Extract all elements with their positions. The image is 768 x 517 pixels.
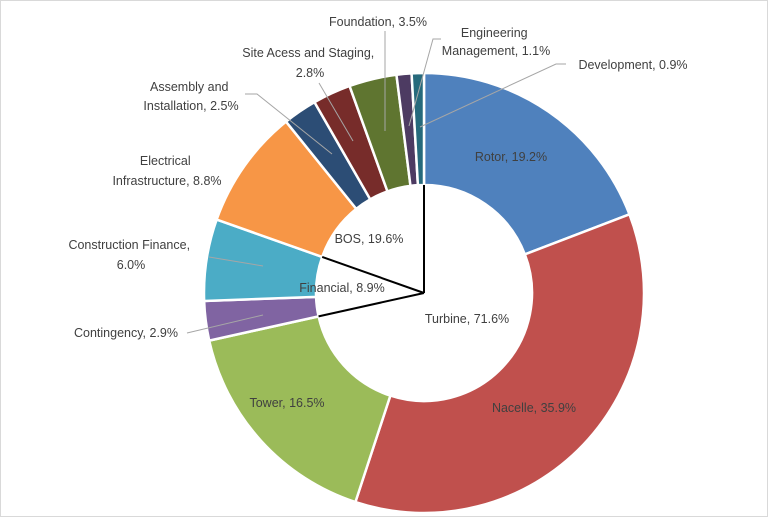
leader-line-engineering-management xyxy=(408,38,441,127)
leader-line-construction-finance xyxy=(208,256,264,267)
label-foundation: Foundation, 3.5% xyxy=(329,15,427,29)
label-development: Development, 0.9% xyxy=(578,58,687,72)
label-turbine: Turbine, 71.6% xyxy=(425,312,509,326)
label-contingency: Contingency, 2.9% xyxy=(74,326,178,340)
label-assembly-installation: Assembly and Installation, 2.5% xyxy=(143,80,238,113)
label-financial: Financial, 8.9% xyxy=(299,281,384,295)
label-bos: BOS, 19.6% xyxy=(335,232,404,246)
leader-line-assembly-installation xyxy=(245,93,333,155)
leader-line-site-access-staging xyxy=(318,82,354,142)
label-construction-finance: Construction Finance, 6.0% xyxy=(68,238,193,272)
slice-rotor xyxy=(422,71,632,257)
label-rotor: Rotor, 19.2% xyxy=(475,150,547,164)
group-divider-bos xyxy=(321,255,425,294)
slice-tower xyxy=(207,314,392,504)
leader-line-development xyxy=(419,63,566,128)
group-divider-financial xyxy=(318,292,425,318)
slice-nacelle xyxy=(353,212,646,515)
label-tower: Tower, 16.5% xyxy=(249,396,324,410)
leader-line-contingency xyxy=(186,314,264,334)
label-nacelle: Nacelle, 35.9% xyxy=(492,401,576,415)
label-electrical-infrastructure: Electrical Infrastructure, 8.8% xyxy=(112,154,221,188)
label-site-access-staging: Site Acess and Staging, 2.8% xyxy=(242,46,378,80)
label-engineering-management: Engineering Management, 1.1% xyxy=(442,26,550,58)
